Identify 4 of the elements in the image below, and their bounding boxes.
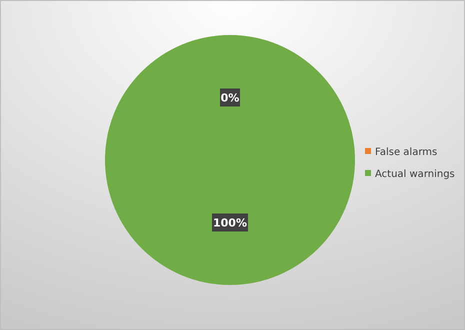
legend-label: False alarms <box>375 147 438 158</box>
data-label: 100% <box>213 216 247 230</box>
text: 0% <box>220 92 240 104</box>
legend-label: Actual warnings <box>375 169 455 180</box>
